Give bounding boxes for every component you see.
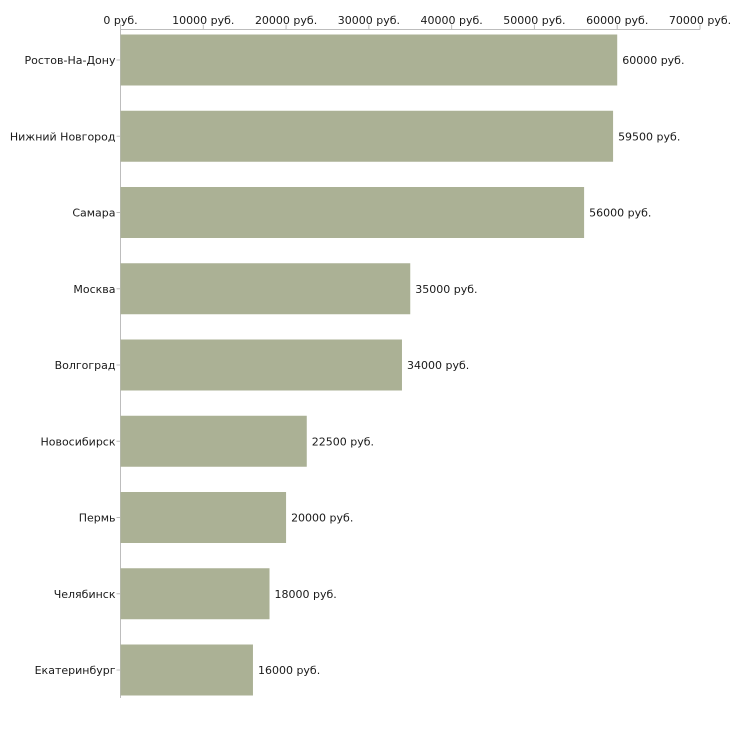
x-tick-label: 50000 руб.: [503, 14, 565, 27]
bar: [120, 187, 585, 238]
value-label: 35000 руб.: [415, 283, 477, 296]
x-tick-label: 0 руб.: [103, 14, 137, 27]
category-label: Екатеринбург: [35, 664, 116, 677]
x-tick-label: 40000 руб.: [421, 14, 483, 27]
labels-layer: Ростов-На-Дону 60000 руб. Нижний Новгород 5…: [10, 54, 685, 677]
x-tick-label: 30000 руб.: [338, 14, 400, 27]
bar: [120, 34, 618, 86]
bar: [120, 263, 411, 315]
x-tick-label: 70000 руб.: [669, 14, 730, 27]
value-label: 16000 руб.: [258, 664, 320, 677]
value-label: 18000 руб.: [275, 588, 337, 601]
category-label: Новосибирск: [40, 435, 115, 448]
value-label: 20000 руб.: [291, 512, 353, 525]
axis-layer: 0 руб. 10000 руб. 20000 руб. 30000 руб. 4000…: [103, 14, 730, 698]
bar: [120, 415, 307, 467]
x-tick-label: 60000 руб.: [586, 14, 648, 27]
value-label: 59500 руб.: [618, 130, 680, 143]
bar: [120, 644, 253, 696]
x-tick-label: 20000 руб.: [255, 14, 317, 27]
category-label: Пермь: [79, 512, 116, 525]
value-label: 34000 руб.: [407, 359, 469, 372]
value-label: 22500 руб.: [312, 435, 374, 448]
bar: [120, 568, 270, 620]
category-label: Челябинск: [54, 588, 116, 601]
category-label: Нижний Новгород: [10, 130, 116, 143]
value-label: 56000 руб.: [589, 207, 651, 220]
bar: [120, 110, 614, 162]
x-tick-label: 10000 руб.: [172, 14, 234, 27]
category-label: Волгоград: [55, 359, 116, 372]
value-label: 60000 руб.: [622, 54, 684, 67]
bars-layer: [120, 34, 618, 696]
bar: [120, 492, 287, 543]
category-label: Самара: [72, 207, 115, 220]
category-label: Ростов-На-Дону: [24, 54, 115, 67]
bar: [120, 339, 402, 391]
category-label: Москва: [73, 283, 115, 296]
